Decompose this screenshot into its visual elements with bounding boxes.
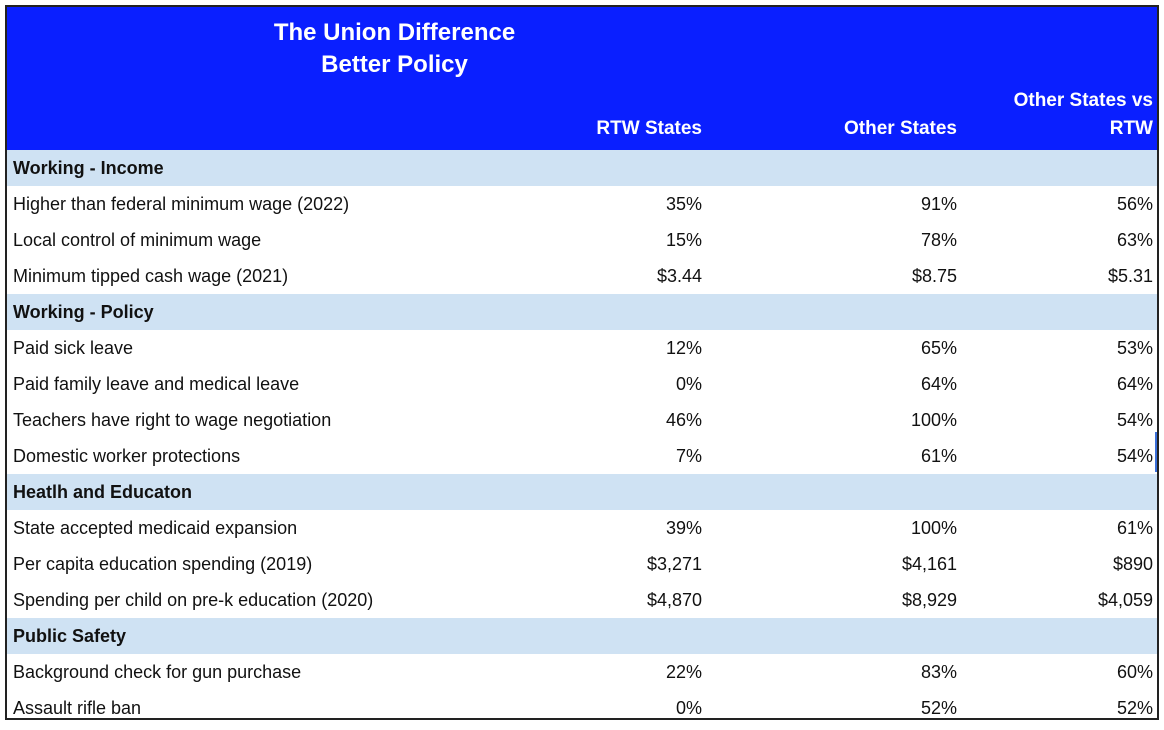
other-states-value: 64%: [920, 373, 957, 394]
difference-value: 61%: [1116, 517, 1153, 538]
rtw-states-value: 0%: [675, 697, 702, 718]
table-row: Minimum tipped cash wage (2021) $3.44 $8.7…: [7, 258, 1157, 294]
rtw-states-value: $3.44: [656, 265, 702, 286]
rtw-states-value: 22%: [665, 661, 702, 682]
rtw-states-value: 0%: [675, 373, 702, 394]
difference-value: $5.31: [1107, 265, 1153, 286]
difference-value: 60%: [1116, 661, 1153, 682]
table-row: Assault rifle ban 0% 52% 52%: [7, 690, 1157, 718]
row-label: Paid family leave and medical leave: [13, 373, 300, 394]
section-header-label: Public Safety: [13, 625, 127, 646]
rtw-states-value: 39%: [665, 517, 702, 538]
other-states-value: 52%: [920, 697, 957, 718]
table-row: Teachers have right to wage negotiation 4…: [7, 402, 1157, 438]
table-title: The Union Difference Better Policy: [7, 17, 782, 81]
section-header-row: Working - Policy: [7, 294, 1157, 330]
row-label: Domestic worker protections: [13, 445, 241, 466]
row-label: Minimum tipped cash wage (2021): [13, 265, 289, 286]
column-header-other-states: Other States: [844, 118, 957, 139]
title-line-1: The Union Difference: [273, 19, 516, 46]
rtw-states-value: 35%: [665, 193, 702, 214]
difference-value: 54%: [1116, 409, 1153, 430]
section-header-label: Working - Income: [13, 157, 164, 178]
difference-value: 54%: [1116, 445, 1153, 466]
other-states-value: 65%: [920, 337, 957, 358]
table-row: Spending per child on pre-k education (2…: [7, 582, 1157, 618]
section-header-row: Public Safety: [7, 618, 1157, 654]
table-frame: The Union Difference Better Policy RTW S…: [5, 5, 1159, 720]
section-header-label: Heatlh and Educaton: [13, 481, 193, 502]
table-row: Background check for gun purchase 22% 83% 6…: [7, 654, 1157, 690]
row-label: Paid sick leave: [13, 337, 134, 358]
rtw-states-value: $4,870: [646, 589, 702, 610]
cell-selection-marker: [1155, 432, 1157, 472]
table-row: State accepted medicaid expansion 39% 100%…: [7, 510, 1157, 546]
difference-value: $890: [1112, 553, 1153, 574]
row-label: Teachers have right to wage negotiation: [13, 409, 332, 430]
row-label: Local control of minimum wage: [13, 229, 262, 250]
difference-value: $4,059: [1097, 589, 1153, 610]
other-states-value: 100%: [910, 517, 957, 538]
other-states-value: 83%: [920, 661, 957, 682]
row-label: State accepted medicaid expansion: [13, 517, 298, 538]
table-row: Domestic worker protections 7% 61% 54%: [7, 438, 1157, 474]
row-label: Higher than federal minimum wage (2022): [13, 193, 350, 214]
rtw-states-value: 7%: [675, 445, 702, 466]
table-row: Per capita education spending (2019) $3,2…: [7, 546, 1157, 582]
other-states-value: 100%: [910, 409, 957, 430]
column-header-difference-line-2: RTW: [1109, 118, 1153, 139]
title-line-2: Better Policy: [321, 51, 468, 78]
difference-value: 56%: [1116, 193, 1153, 214]
table-row: Higher than federal minimum wage (2022) 3…: [7, 186, 1157, 222]
rtw-states-value: $3,271: [646, 553, 702, 574]
difference-value: 52%: [1116, 697, 1153, 718]
table-row: Local control of minimum wage 15% 78% 63%: [7, 222, 1157, 258]
table-body: Working - Income Higher than federal mini…: [7, 150, 1157, 718]
rtw-states-value: 15%: [665, 229, 702, 250]
row-label: Background check for gun purchase: [13, 661, 302, 682]
difference-value: 53%: [1116, 337, 1153, 358]
row-label: Per capita education spending (2019): [13, 553, 313, 574]
other-states-value: $8,929: [901, 589, 957, 610]
section-header-row: Working - Income: [7, 150, 1157, 186]
table-header: The Union Difference Better Policy RTW S…: [7, 7, 1157, 150]
column-header-rtw-states: RTW States: [596, 118, 702, 139]
other-states-value: $4,161: [901, 553, 957, 574]
column-header-difference: Other States vs RTW: [1014, 87, 1153, 143]
difference-value: 63%: [1116, 229, 1153, 250]
column-header-difference-line-1: Other States vs: [1013, 90, 1153, 111]
table-row: Paid family leave and medical leave 0% 64%…: [7, 366, 1157, 402]
rtw-states-value: 46%: [665, 409, 702, 430]
table-row: Paid sick leave 12% 65% 53%: [7, 330, 1157, 366]
other-states-value: 78%: [920, 229, 957, 250]
row-label: Assault rifle ban: [13, 697, 142, 718]
other-states-value: 61%: [920, 445, 957, 466]
section-header-row: Heatlh and Educaton: [7, 474, 1157, 510]
rtw-states-value: 12%: [665, 337, 702, 358]
section-header-label: Working - Policy: [13, 301, 154, 322]
difference-value: 64%: [1116, 373, 1153, 394]
row-label: Spending per child on pre-k education (2…: [13, 589, 374, 610]
other-states-value: $8.75: [911, 265, 957, 286]
other-states-value: 91%: [920, 193, 957, 214]
